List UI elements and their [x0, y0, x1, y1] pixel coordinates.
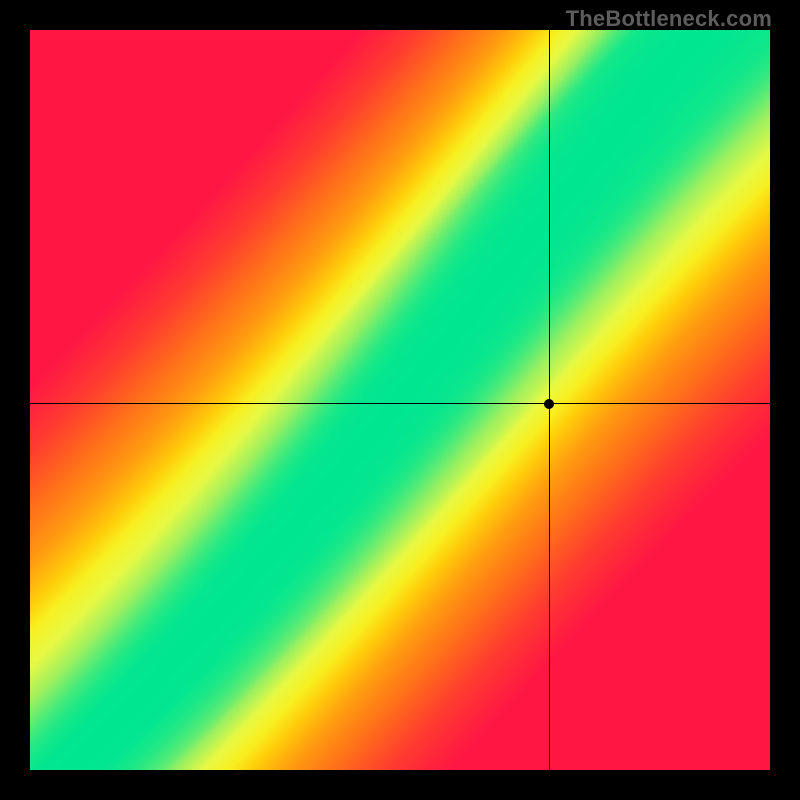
crosshair-horizontal [30, 403, 770, 404]
bottleneck-heatmap [30, 30, 770, 770]
plot-area [30, 30, 770, 770]
crosshair-marker [544, 399, 554, 409]
watermark-text: TheBottleneck.com [566, 6, 772, 32]
